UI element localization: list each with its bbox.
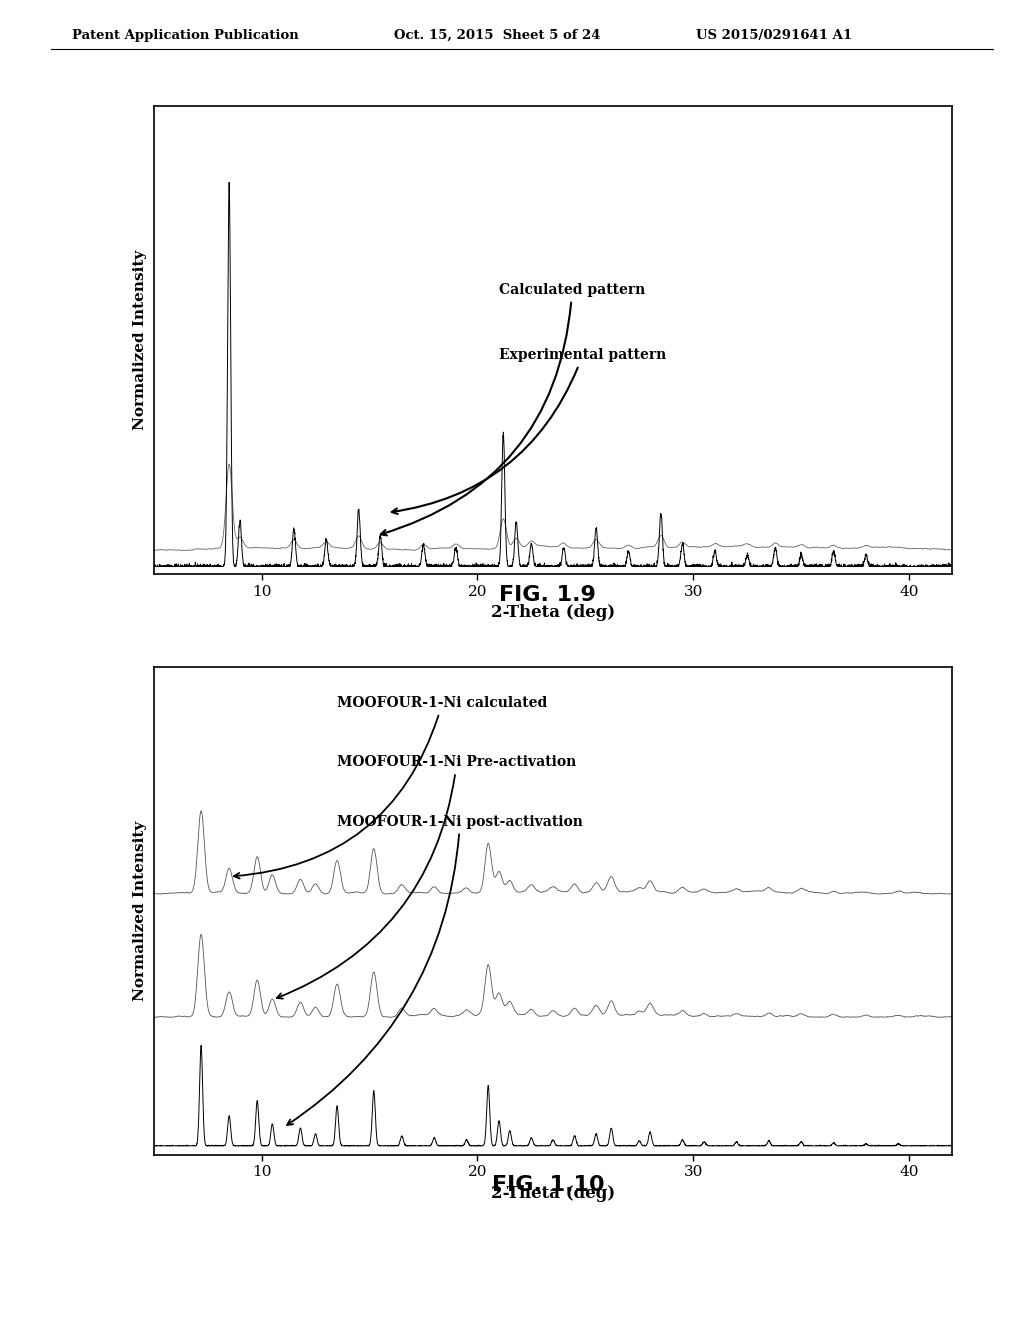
- Text: Patent Application Publication: Patent Application Publication: [72, 29, 298, 42]
- Text: FIG. 1.10: FIG. 1.10: [492, 1175, 604, 1195]
- Text: Experimental pattern: Experimental pattern: [392, 348, 667, 513]
- Text: FIG. 1.9: FIG. 1.9: [500, 585, 596, 605]
- Text: US 2015/0291641 A1: US 2015/0291641 A1: [696, 29, 852, 42]
- Text: Oct. 15, 2015  Sheet 5 of 24: Oct. 15, 2015 Sheet 5 of 24: [394, 29, 601, 42]
- Text: MOOFOUR-1-Ni post-activation: MOOFOUR-1-Ni post-activation: [287, 814, 583, 1125]
- Text: MOOFOUR-1-Ni calculated: MOOFOUR-1-Ni calculated: [233, 696, 548, 879]
- Text: MOOFOUR-1-Ni Pre-activation: MOOFOUR-1-Ni Pre-activation: [276, 755, 577, 999]
- X-axis label: 2-Theta (deg): 2-Theta (deg): [490, 605, 615, 622]
- X-axis label: 2-Theta (deg): 2-Theta (deg): [490, 1185, 615, 1203]
- Y-axis label: Normalized Intensity: Normalized Intensity: [133, 821, 146, 1001]
- Y-axis label: Normalized Intensity: Normalized Intensity: [133, 249, 146, 430]
- Text: Calculated pattern: Calculated pattern: [381, 282, 645, 536]
